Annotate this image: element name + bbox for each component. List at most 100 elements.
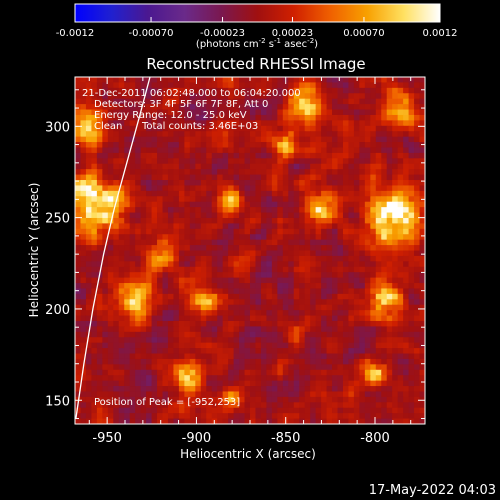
heatmap-cell [386,369,393,376]
heatmap-cell [129,142,136,149]
heatmap-cell [321,380,328,387]
heatmap-cell [277,196,284,203]
heatmap-cell [96,163,103,170]
heatmap-cell [255,418,262,424]
heatmap-cell [342,337,350,344]
heatmap-cell [129,217,136,224]
heatmap-cell [167,131,175,138]
heatmap-cell [337,320,344,328]
heatmap-cell [173,77,180,84]
heatmap-cell [403,201,410,208]
heatmap-cell [293,196,300,203]
heatmap-cell [173,223,180,230]
heatmap-cell [359,304,366,311]
heatmap-cell [310,402,317,409]
heatmap-cell [326,391,333,398]
heatmap-cell [85,174,93,181]
heatmap-cell [293,380,300,387]
heatmap-cell [315,348,322,355]
heatmap-cell [140,228,147,235]
heatmap-cell [310,315,317,322]
heatmap-cell [321,266,328,273]
heatmap-cell [151,77,158,84]
heatmap-cell [244,93,251,100]
heatmap-cell [200,82,207,89]
heatmap-cell [217,201,224,208]
heatmap-cell [113,304,120,311]
heatmap-cell [102,217,109,224]
heatmap-cell [271,245,278,252]
heatmap-cell [113,342,120,349]
heatmap-cell [233,342,240,349]
heatmap-cell [397,407,404,414]
heatmap-cell [266,304,273,311]
heatmap-cell [200,228,207,235]
heatmap-cell [85,413,93,420]
heatmap-cell [146,93,153,100]
heatmap-cell [75,315,82,322]
heatmap-cell [233,223,240,230]
heatmap-cell [288,299,295,306]
heatmap-cell [375,125,382,132]
heatmap-cell [211,277,218,284]
heatmap-cell [266,250,273,257]
heatmap-cell [271,418,278,424]
heatmap-cell [162,375,169,382]
heatmap-cell [408,413,415,420]
heatmap-cell [222,228,229,235]
heatmap-cell [167,190,175,197]
heatmap-cell [310,163,317,170]
heatmap-cell [157,283,164,290]
heatmap-cell [288,407,295,414]
heatmap-cell [326,87,333,94]
heatmap-cell [342,386,350,393]
heatmap-cell [151,320,158,328]
heatmap-cell [321,299,328,306]
heatmap-cell [85,342,93,349]
heatmap-cell [96,391,103,398]
heatmap-cell [206,293,213,300]
heatmap-cell [173,396,180,403]
heatmap-cell [392,158,399,165]
heatmap-cell [146,320,153,328]
heatmap-cell [244,261,251,268]
heatmap-cell [91,98,98,105]
heatmap-cell [304,369,311,376]
heatmap-cell [260,190,268,197]
heatmap-cell [271,250,278,257]
heatmap-cell [386,396,393,403]
heatmap-cell [217,212,224,219]
heatmap-cell [113,245,120,252]
heatmap-cell [228,261,235,268]
heatmap-cell [364,310,371,317]
heatmap-cell [135,266,142,273]
heatmap-cell [375,82,382,89]
heatmap-cell [299,369,306,376]
heatmap-cell [414,418,421,424]
heatmap-cell [75,120,82,127]
heatmap-cell [157,326,164,333]
heatmap-cell [135,418,142,424]
heatmap-cell [408,196,415,203]
heatmap-cell [228,255,235,262]
heatmap-cell [414,326,421,333]
heatmap-cell [206,142,213,149]
heatmap-cell [222,190,229,197]
heatmap-cell [151,93,158,100]
heatmap-cell [375,185,382,192]
heatmap-cell [178,114,185,121]
heatmap-cell [211,131,218,138]
heatmap-cell [146,315,153,322]
heatmap-cell [173,402,180,409]
heatmap-cell [310,98,317,105]
heatmap-cell [189,402,196,409]
heatmap-cell [375,152,382,159]
heatmap-cell [113,402,120,409]
heatmap-cell [189,396,196,403]
heatmap-cell [75,272,82,279]
heatmap-cell [310,87,317,94]
heatmap-cell [255,196,262,203]
heatmap-cell [326,82,333,89]
solar-limb-curve [75,77,151,419]
heatmap-cell [135,93,142,100]
